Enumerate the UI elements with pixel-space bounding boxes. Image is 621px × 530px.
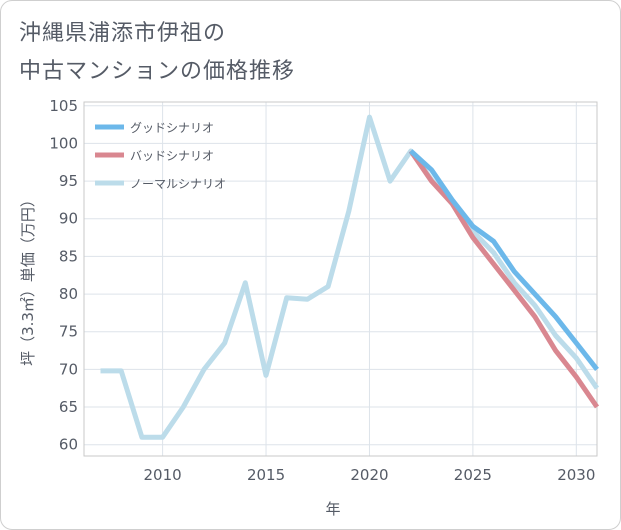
x-tick-label: 2020 <box>350 466 388 484</box>
y-tick-label: 90 <box>59 210 78 228</box>
series-lines <box>100 114 600 440</box>
chart-title: 沖縄県浦添市伊祖の 中古マンションの価格推移 <box>19 15 609 91</box>
y-tick-labels: 60 65 70 75 80 85 90 95 100 105 <box>49 97 78 454</box>
chart-title-line-1: 沖縄県浦添市伊祖の <box>19 21 227 46</box>
series-line-0 <box>409 149 599 371</box>
y-tick-label: 100 <box>49 134 78 152</box>
grid-lines <box>84 102 597 456</box>
series-line-2 <box>100 114 600 440</box>
x-axis-label: 年 <box>325 500 340 518</box>
chart-title-line-2: 中古マンションの価格推移 <box>19 59 296 84</box>
series-line-1 <box>408 149 600 409</box>
x-tick-label: 2025 <box>454 466 492 484</box>
x-tick-label: 2010 <box>144 466 182 484</box>
y-tick-label: 60 <box>59 436 78 454</box>
y-tick-label: 85 <box>59 247 78 265</box>
y-tick-label: 65 <box>59 398 78 416</box>
x-tick-labels: 2010 2015 2020 2025 2030 <box>144 466 596 484</box>
legend-label-1: バッドシナリオ <box>130 149 214 163</box>
y-axis-label: 坪（3.3㎡）単価（万円） <box>19 192 37 366</box>
x-tick-label: 2030 <box>557 466 595 484</box>
x-tick-label: 2015 <box>247 466 285 484</box>
y-tick-label: 80 <box>59 285 78 303</box>
plot-frame <box>83 101 598 457</box>
legend-label-2: ノーマルシナリオ <box>130 177 226 191</box>
legend-label-0: グッドシナリオ <box>130 121 214 135</box>
y-tick-label: 105 <box>49 97 78 115</box>
y-tick-label: 95 <box>59 172 78 190</box>
y-tick-label: 75 <box>59 323 78 341</box>
y-tick-label: 70 <box>59 360 78 378</box>
